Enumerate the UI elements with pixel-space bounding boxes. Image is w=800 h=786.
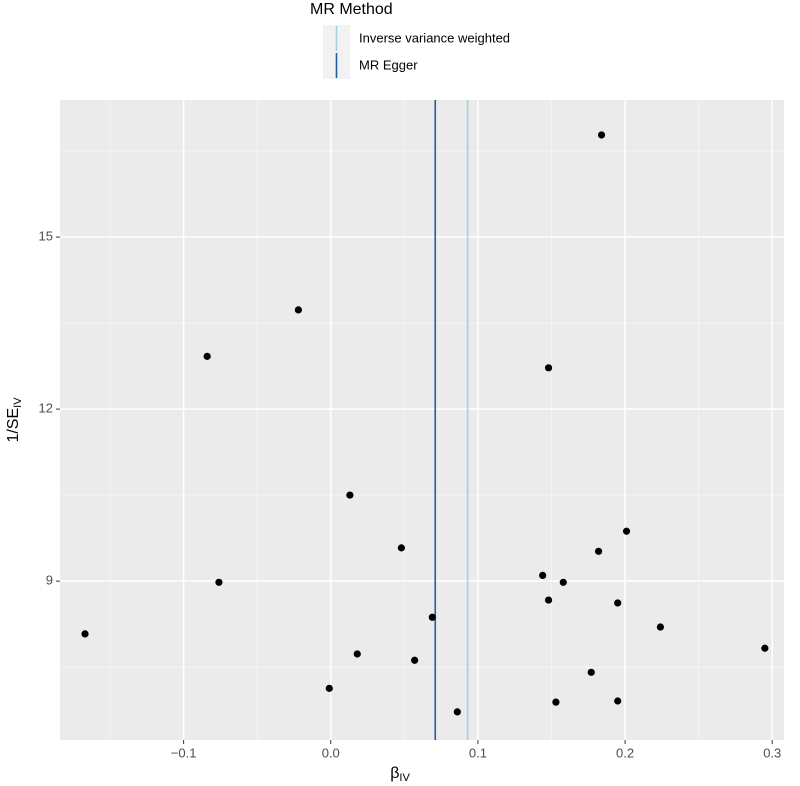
point [594,547,603,555]
y-tick-label: 12 [39,401,53,416]
point [294,306,302,314]
x-tick-label: 0.1 [469,745,487,760]
point [544,596,553,604]
x-tick-label: 0.2 [616,745,634,760]
point [353,650,361,658]
legend-label: MR Egger [359,57,418,72]
point [411,656,419,664]
point [544,364,553,372]
point [397,544,405,552]
point [559,578,567,586]
point [614,599,622,607]
point [203,352,211,360]
y-axis-title-sub: IV [12,397,24,408]
point [552,698,560,706]
point [761,644,769,652]
point [428,613,436,621]
point [622,527,631,535]
x-axis-title: βIV [390,765,410,784]
legend-label: Inverse variance weighted [359,30,510,45]
point [325,684,333,692]
x-axis-title-main: β [390,765,399,782]
x-tick-label: 0.0 [322,745,340,760]
point [81,630,89,638]
y-axis-title-main: 1/SE [5,408,22,443]
point [346,491,354,499]
point [215,578,223,586]
point [453,708,461,716]
x-axis-title-sub: IV [399,772,410,784]
x-tick-label: 0.3 [763,745,781,760]
plot-panel [60,100,784,740]
point [587,668,595,676]
y-tick-label: 9 [46,573,53,588]
point [597,131,606,139]
point [656,623,664,631]
x-tick-label: −0.1 [171,745,197,760]
legend-title: MR Method [310,1,393,18]
point [539,571,547,580]
y-axis-title: 1/SEIV [5,397,24,443]
point [614,697,622,705]
y-tick-label: 15 [39,228,53,243]
